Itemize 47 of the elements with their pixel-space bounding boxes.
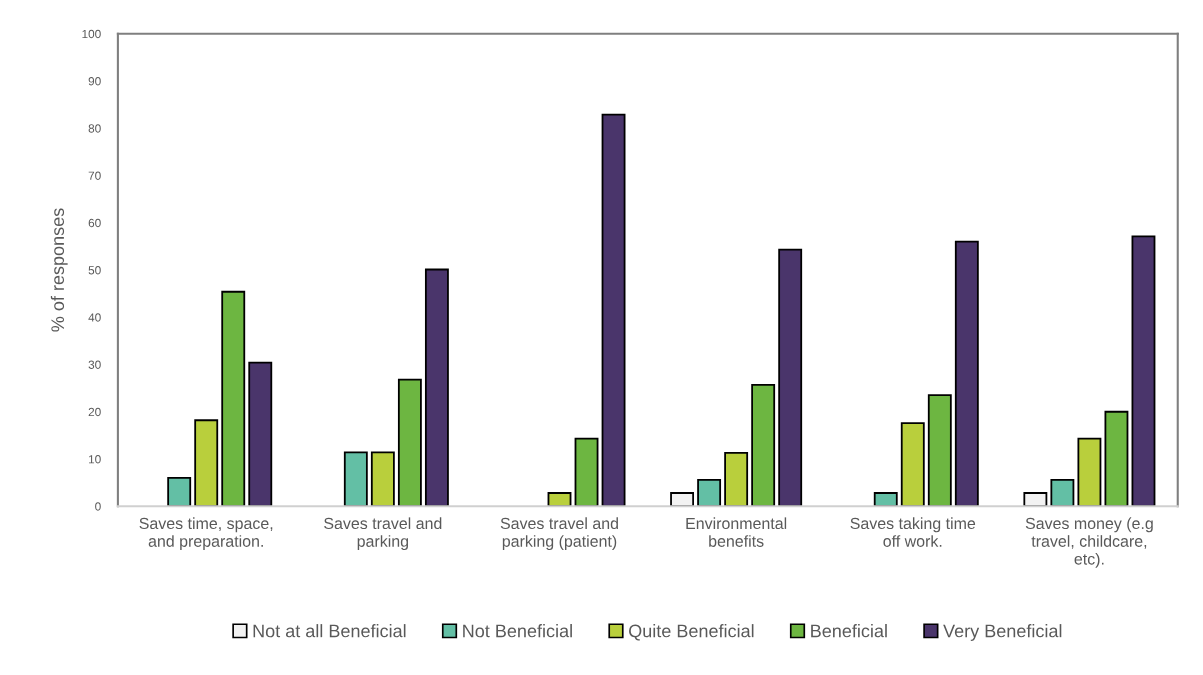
x-tick-label: Saves travel and parking (patient) xyxy=(500,517,618,551)
y-tick-label: 10 xyxy=(89,455,101,464)
y-tick-label: 0 xyxy=(95,502,101,511)
bar xyxy=(724,451,749,507)
bar xyxy=(424,268,449,507)
y-tick-label: 50 xyxy=(88,266,101,275)
legend-label: Not at all Beneficial xyxy=(253,624,406,638)
y-tick-label: 30 xyxy=(88,360,101,369)
bar xyxy=(751,383,776,507)
bar xyxy=(574,437,599,507)
y-tick-label: 20 xyxy=(88,407,101,417)
bar xyxy=(1104,410,1129,507)
bar xyxy=(397,378,422,507)
bar xyxy=(778,248,803,507)
bar xyxy=(697,478,722,507)
bar xyxy=(873,492,898,507)
y-tick-label: 90 xyxy=(88,77,101,86)
bar xyxy=(954,240,979,507)
bar xyxy=(1050,478,1075,507)
bar xyxy=(900,422,925,507)
bar xyxy=(670,492,695,507)
bar xyxy=(601,113,626,507)
y-tick-label: 60 xyxy=(88,218,101,228)
legend-label: Very Beneficial xyxy=(943,624,1062,641)
bar xyxy=(927,394,952,507)
x-tick-label: Saves taking time off work. xyxy=(850,517,976,547)
y-tick-label: 40 xyxy=(88,313,101,322)
bar xyxy=(343,451,368,507)
legend-label: Quite Beneficial xyxy=(629,624,754,641)
y-axis-title: % of responses xyxy=(50,208,68,332)
y-tick-label: 70 xyxy=(88,171,101,180)
y-tick-label: 80 xyxy=(88,124,101,133)
x-tick-label: Environmental benefits xyxy=(686,517,787,547)
bar xyxy=(1077,437,1102,507)
y-tick-label: 100 xyxy=(82,29,101,39)
x-tick-label: Saves time, space, and preparation. xyxy=(139,517,273,551)
x-tick-label: Saves travel and parking xyxy=(324,517,442,551)
legend-label: Not Beneficial xyxy=(463,624,572,638)
bar xyxy=(370,451,395,507)
bar xyxy=(167,476,192,507)
bar xyxy=(248,361,273,507)
bar xyxy=(1023,492,1048,507)
bar xyxy=(221,290,246,507)
x-tick-label: Saves money (e.g travel, childcare, etc). xyxy=(1025,517,1153,568)
legend-label: Beneficial xyxy=(811,624,887,638)
bar xyxy=(194,419,219,507)
bar xyxy=(1131,235,1156,507)
